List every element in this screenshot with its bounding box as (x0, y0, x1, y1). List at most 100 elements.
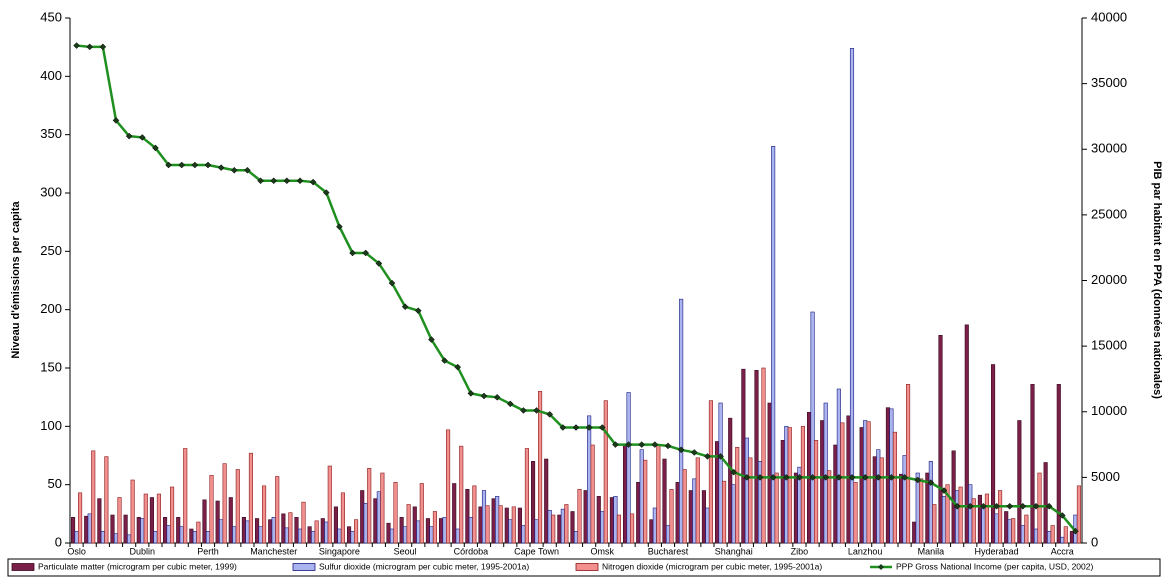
bar (538, 391, 543, 544)
line-marker (874, 474, 882, 481)
bar (1020, 525, 1025, 544)
line-marker (73, 42, 80, 49)
bar (71, 517, 76, 544)
bar (872, 456, 877, 544)
line-marker (270, 177, 278, 185)
bar (232, 526, 237, 544)
bar (498, 505, 503, 544)
bar (301, 501, 306, 544)
bar (735, 447, 740, 544)
bar (596, 496, 601, 544)
bar (603, 400, 608, 544)
bar (1007, 519, 1012, 544)
bar (495, 496, 500, 544)
bar (354, 519, 359, 544)
bar (268, 519, 273, 544)
bar (399, 517, 404, 544)
line-marker (677, 446, 685, 454)
bar (998, 490, 1003, 544)
bar (156, 493, 161, 544)
bar (429, 526, 434, 544)
line-marker (953, 502, 961, 510)
line-marker (940, 487, 948, 494)
bar (679, 298, 684, 544)
bar (600, 511, 605, 544)
x-tick-label: Seoul (394, 546, 417, 556)
line-marker (283, 177, 291, 185)
bar (333, 506, 338, 544)
bar (202, 499, 207, 544)
bar (761, 367, 766, 544)
bar (324, 521, 329, 544)
bar (176, 517, 181, 544)
bar (485, 505, 490, 544)
bar (964, 324, 969, 544)
line-marker (585, 424, 593, 431)
bar (468, 517, 473, 544)
bar (294, 517, 299, 544)
x-tick-label: Oslo (67, 546, 86, 556)
x-tick-label: Perth (197, 546, 219, 556)
line-marker (651, 441, 659, 448)
y-tick-label: 450 (40, 9, 62, 24)
bar (406, 504, 411, 544)
bar (675, 482, 680, 544)
y2-tick-label: 40000 (1091, 9, 1127, 24)
bar (564, 504, 569, 544)
bar (941, 496, 947, 544)
bar (376, 491, 381, 544)
line-marker (546, 411, 554, 418)
bar (455, 528, 460, 544)
line-marker (191, 161, 199, 169)
bar (1056, 384, 1061, 544)
bar (994, 513, 999, 544)
bar (262, 485, 267, 544)
bar (452, 483, 457, 544)
bar (183, 448, 188, 544)
bar (708, 400, 713, 544)
x-tick-label: Accra (1051, 546, 1074, 556)
bar (912, 521, 917, 544)
bar (547, 510, 552, 544)
bar (991, 364, 996, 544)
bar (373, 498, 378, 544)
bar (340, 492, 345, 544)
y-tick-label: 100 (40, 418, 62, 433)
bar (971, 498, 976, 544)
bar (771, 146, 776, 544)
bar (701, 490, 706, 544)
bar (113, 533, 119, 544)
bar (938, 335, 943, 544)
bar (1063, 526, 1068, 544)
bar (814, 440, 819, 544)
bar (389, 528, 395, 544)
bar (879, 457, 884, 544)
bar (544, 458, 549, 544)
bar (652, 507, 657, 544)
bar (1069, 531, 1074, 544)
bar (656, 444, 661, 544)
bar (1024, 514, 1029, 544)
line-marker (980, 502, 987, 510)
bar (587, 415, 592, 544)
x-tick-label: Córdoba (454, 546, 489, 556)
bar (104, 456, 109, 544)
bar (616, 514, 621, 544)
line-marker (375, 260, 383, 267)
bar (836, 388, 841, 544)
line-marker (349, 249, 356, 257)
y-tick-label: 0 (55, 534, 62, 549)
y-axis-title: Niveau d'émissions per capita (10, 200, 22, 358)
bar (551, 514, 556, 544)
bar (432, 511, 437, 544)
bar (439, 518, 444, 544)
bar (337, 528, 342, 544)
bar (780, 440, 785, 544)
line-marker (125, 132, 133, 140)
bar (630, 513, 635, 544)
y-tick-label: 350 (40, 126, 62, 141)
bar (849, 48, 855, 544)
bar (623, 444, 628, 544)
bar (117, 497, 122, 544)
legend-marker (878, 564, 884, 570)
